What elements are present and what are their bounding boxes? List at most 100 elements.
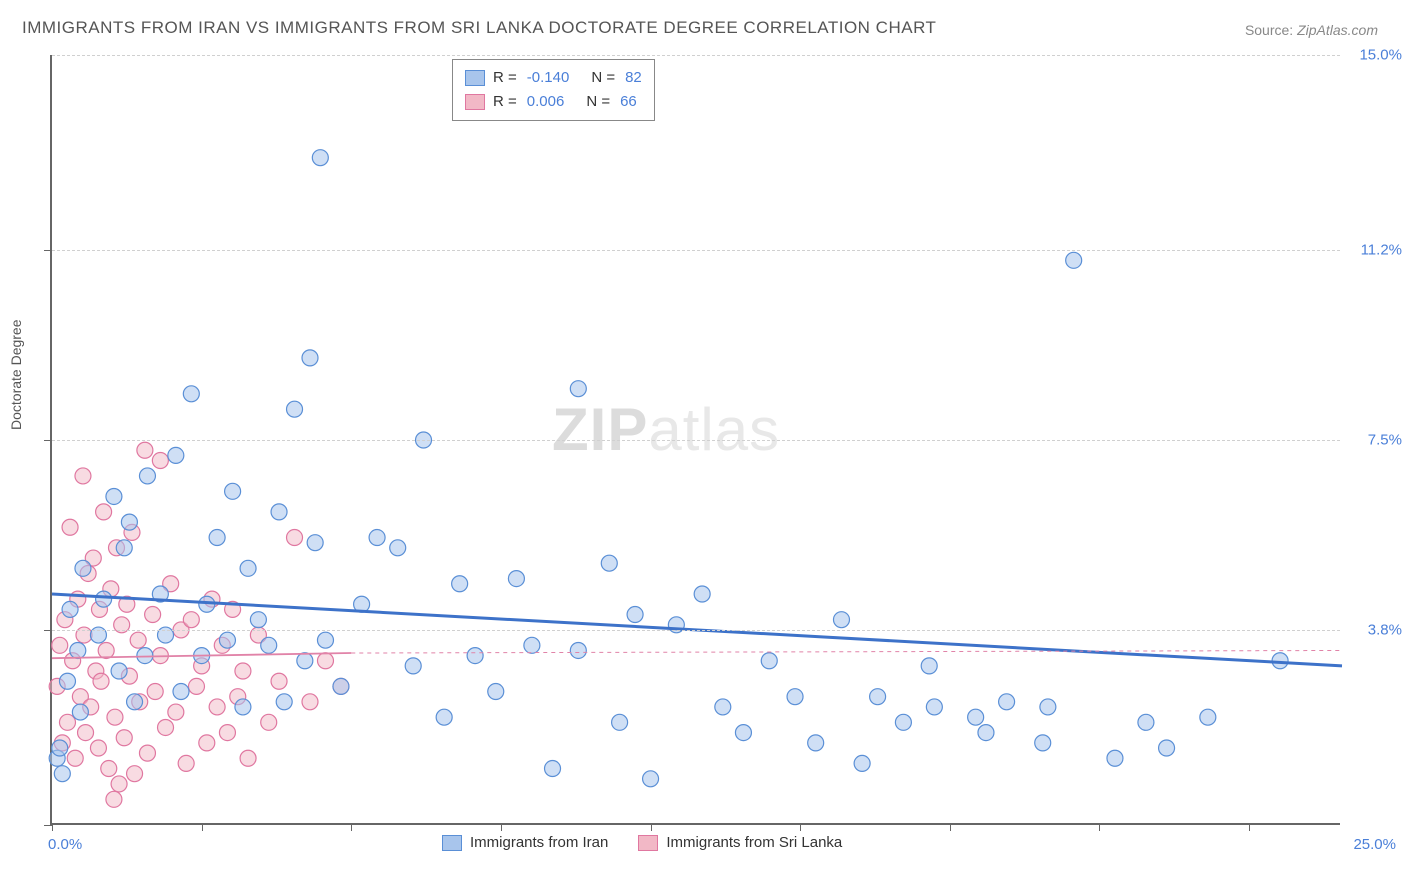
data-point <box>627 607 643 623</box>
data-point <box>601 555 617 571</box>
data-point <box>67 750 83 766</box>
data-point <box>139 745 155 761</box>
x-tick <box>1099 823 1100 831</box>
r-value-iran: -0.140 <box>527 66 570 90</box>
x-tick <box>202 823 203 831</box>
data-point <box>921 658 937 674</box>
data-point <box>147 684 163 700</box>
x-min-label: 0.0% <box>48 836 82 853</box>
x-tick <box>950 823 951 831</box>
data-point <box>643 771 659 787</box>
data-point <box>72 704 88 720</box>
data-point <box>101 761 117 777</box>
chart-title: IMMIGRANTS FROM IRAN VS IMMIGRANTS FROM … <box>22 18 936 38</box>
data-point <box>75 468 91 484</box>
data-point <box>369 530 385 546</box>
n-label: N = <box>586 90 610 114</box>
data-point <box>188 678 204 694</box>
r-value-srilanka: 0.006 <box>527 90 565 114</box>
data-point <box>808 735 824 751</box>
source-value: ZipAtlas.com <box>1297 22 1378 38</box>
x-max-label: 25.0% <box>1353 836 1396 853</box>
data-point <box>121 514 137 530</box>
data-point <box>152 453 168 469</box>
data-point <box>139 468 155 484</box>
data-point <box>276 694 292 710</box>
data-point <box>107 709 123 725</box>
x-tick <box>1249 823 1250 831</box>
data-point <box>333 678 349 694</box>
data-point <box>926 699 942 715</box>
gridline <box>52 440 1340 441</box>
data-point <box>75 560 91 576</box>
data-point <box>1138 714 1154 730</box>
y-tick-label: 15.0% <box>1359 47 1402 64</box>
data-point <box>317 632 333 648</box>
y-tick <box>44 825 52 826</box>
legend-label-iran: Immigrants from Iran <box>470 834 608 851</box>
data-point <box>158 719 174 735</box>
data-point <box>52 740 68 756</box>
data-point <box>271 504 287 520</box>
data-point <box>297 653 313 669</box>
data-point <box>833 612 849 628</box>
data-point <box>390 540 406 556</box>
data-point <box>93 673 109 689</box>
data-point <box>209 530 225 546</box>
legend-item-srilanka: Immigrants from Sri Lanka <box>638 834 842 851</box>
data-point <box>90 740 106 756</box>
y-axis-label: Doctorate Degree <box>8 319 24 430</box>
data-point <box>240 750 256 766</box>
data-point <box>870 689 886 705</box>
data-point <box>287 530 303 546</box>
regression-line-extrapolated <box>351 650 1342 653</box>
swatch-srilanka <box>638 835 658 851</box>
data-point <box>219 632 235 648</box>
data-point <box>261 714 277 730</box>
data-point <box>405 658 421 674</box>
data-point <box>209 699 225 715</box>
legend-item-iran: Immigrants from Iran <box>442 834 608 851</box>
data-point <box>78 725 94 741</box>
data-point <box>508 571 524 587</box>
data-point <box>70 642 86 658</box>
x-tick <box>351 823 352 831</box>
data-point <box>116 730 132 746</box>
scatter-svg <box>52 55 1340 823</box>
data-point <box>1107 750 1123 766</box>
data-point <box>570 642 586 658</box>
x-tick <box>501 823 502 831</box>
data-point <box>173 684 189 700</box>
data-point <box>127 694 143 710</box>
swatch-iran <box>465 70 485 86</box>
data-point <box>612 714 628 730</box>
data-point <box>545 761 561 777</box>
data-point <box>999 694 1015 710</box>
n-label: N = <box>591 66 615 90</box>
data-point <box>307 535 323 551</box>
data-point <box>111 663 127 679</box>
data-point <box>250 612 266 628</box>
source-attribution: Source: ZipAtlas.com <box>1245 22 1378 38</box>
n-value-srilanka: 66 <box>620 90 637 114</box>
data-point <box>168 704 184 720</box>
data-point <box>111 776 127 792</box>
legend-label-srilanka: Immigrants from Sri Lanka <box>666 834 842 851</box>
x-tick <box>800 823 801 831</box>
source-label: Source: <box>1245 22 1293 38</box>
data-point <box>168 447 184 463</box>
data-point <box>106 488 122 504</box>
x-tick <box>651 823 652 831</box>
data-point <box>895 714 911 730</box>
gridline <box>52 630 1340 631</box>
data-point <box>183 386 199 402</box>
data-point <box>96 504 112 520</box>
data-point <box>1040 699 1056 715</box>
data-point <box>96 591 112 607</box>
data-point <box>761 653 777 669</box>
data-point <box>436 709 452 725</box>
data-point <box>54 766 70 782</box>
x-tick <box>52 823 53 831</box>
data-point <box>312 150 328 166</box>
data-point <box>271 673 287 689</box>
